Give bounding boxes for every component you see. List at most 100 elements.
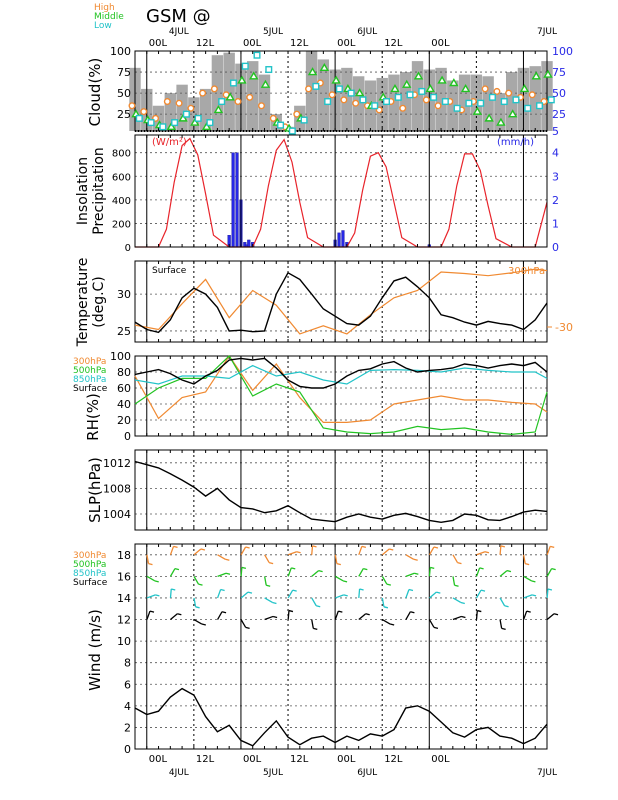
time-label: 00L: [243, 754, 262, 765]
wind-barb: [358, 588, 361, 599]
high-cloud-point: [340, 96, 348, 104]
cloud-bar: [199, 88, 212, 131]
cloud-bar: [529, 66, 541, 131]
y-tick-label: 6: [124, 678, 131, 691]
date-label: 6JUL: [357, 27, 377, 37]
low-cloud-point: [394, 93, 402, 101]
insolation-unit: (W/m²): [152, 137, 187, 148]
y-tick-label-right: 4: [552, 147, 559, 160]
insolation-line: [135, 137, 548, 248]
wind-barb-flag: [343, 594, 348, 597]
wind-barb-flag: [225, 572, 231, 575]
wind-barb: [287, 567, 292, 577]
wind-barb-flag: [313, 627, 318, 631]
low-cloud-point: [300, 116, 308, 124]
wind-barb-flag: [198, 583, 203, 586]
wind-barb: [522, 610, 528, 620]
wind-barb-flag: [288, 609, 294, 613]
legend-high: High: [94, 3, 115, 13]
y-tick-label-right: 50: [552, 87, 566, 100]
middle-cloud-point: [543, 69, 553, 78]
low-cloud-point: [265, 66, 273, 74]
wind-barb-flag: [174, 567, 180, 571]
high-cloud-point: [305, 85, 313, 93]
rh-legend-500hpa: 500hPa: [73, 366, 106, 376]
wind-barb-flag: [504, 605, 509, 608]
wind-barb: [476, 551, 486, 556]
cloud-bar: [376, 77, 388, 131]
wind-barb-flag: [336, 563, 341, 566]
middle-cloud-point: [190, 117, 200, 126]
wind-barb-flag: [361, 545, 367, 548]
wind-barb-flag: [531, 580, 536, 583]
high-cloud-point: [234, 98, 242, 106]
low-cloud-point: [383, 98, 391, 106]
low-cloud-point: [477, 99, 485, 107]
y-tick-label-right: 1: [552, 217, 559, 230]
middle-cloud-point: [201, 121, 212, 130]
high-cloud-point: [434, 102, 442, 110]
wind-barb: [358, 613, 367, 621]
time-label: 12L: [384, 754, 403, 765]
cloud-bar: [164, 93, 177, 131]
y-tick-label-right: 3: [552, 170, 559, 183]
low-cloud-point: [147, 119, 155, 127]
wind-barb-flag: [551, 567, 556, 571]
wind-barb-flag: [433, 626, 439, 629]
slp-line: [134, 460, 548, 524]
cloud-bar: [482, 76, 494, 131]
axis-label-line: Cloud(%): [86, 58, 104, 127]
cloud-bar: [305, 51, 318, 131]
y-tick-label: 100: [110, 45, 131, 58]
wind-barb-flag: [477, 609, 482, 613]
wind-barb: [287, 610, 290, 620]
cloud-bar: [435, 67, 447, 131]
date-label: 5JUL: [263, 27, 283, 37]
y-tick-label-right: 75: [552, 66, 566, 79]
middle-cloud-point: [496, 117, 506, 126]
wind-barb: [193, 576, 200, 585]
low-cloud-point: [347, 89, 355, 97]
low-cloud-point: [277, 121, 285, 129]
low-cloud-point: [182, 110, 190, 118]
middle-cloud-point: [519, 84, 530, 93]
low-cloud-point: [524, 104, 532, 112]
high-cloud-point: [257, 102, 265, 110]
low-cloud-point: [547, 96, 555, 104]
low-cloud-point: [488, 93, 496, 101]
temp-300hpa-label: 300hPa: [508, 266, 545, 277]
high-cloud-point: [293, 110, 301, 118]
y-tick-label: 25: [117, 325, 131, 338]
high-cloud-point: [246, 93, 254, 101]
y-tick-label: 0: [125, 243, 131, 254]
temp-300hpa-line: [134, 268, 548, 335]
low-cloud-point: [465, 99, 473, 107]
low-cloud-point: [206, 119, 214, 127]
wind-barb: [264, 554, 270, 563]
low-cloud-point: [312, 82, 320, 90]
time-label: 12L: [290, 754, 309, 765]
wind-barb-flag: [525, 563, 530, 566]
wind-frame: [134, 543, 548, 750]
cloud-bar: [447, 80, 459, 131]
axis-label-line: Precipitation: [91, 147, 107, 235]
date-label: 7JUL: [537, 768, 557, 778]
high-cloud-point: [269, 114, 277, 122]
middle-cloud-point: [248, 71, 259, 80]
date-label: 5JUL: [263, 768, 283, 778]
middle-cloud-point: [331, 75, 341, 84]
middle-cloud-point: [390, 84, 400, 93]
cloud-frame: [134, 50, 548, 132]
time-label: 00L: [337, 38, 356, 49]
middle-cloud-point: [472, 106, 483, 115]
wind-barb: [264, 597, 273, 604]
wind-barb-flag: [171, 588, 176, 591]
y-tick-label: 40: [117, 398, 131, 411]
y-tick-label: 2: [124, 721, 131, 734]
wind-barb-flag: [149, 610, 155, 613]
wind-barb-flag: [272, 615, 278, 619]
middle-cloud-point: [449, 78, 459, 87]
